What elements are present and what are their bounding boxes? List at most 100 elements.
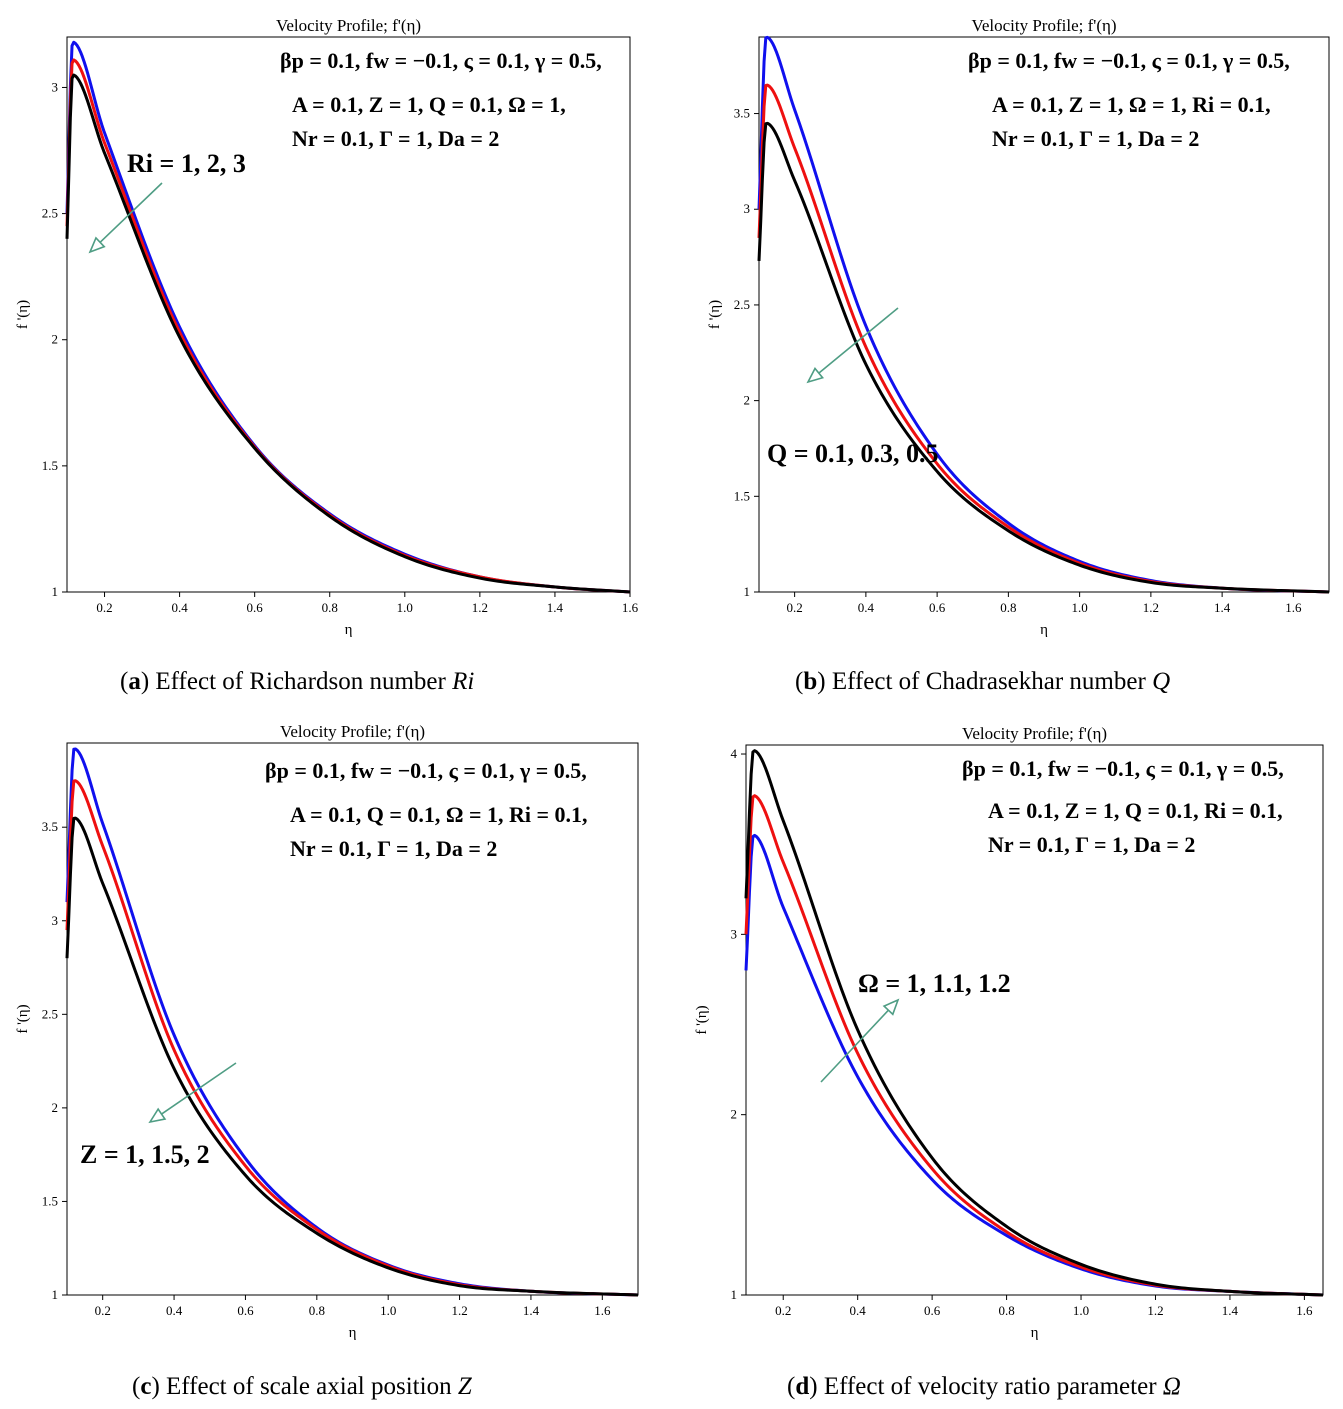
chart-title: Velocity Profile; f'(η): [962, 724, 1107, 743]
y-tick-label: 2: [744, 393, 751, 408]
varied-parameter-label: Q = 0.1, 0.3, 0.5: [767, 439, 939, 468]
caption-b-symbol: Q: [1152, 668, 1171, 695]
y-axis-label: f '(η): [15, 1004, 31, 1033]
x-axis-label: η: [1040, 622, 1048, 638]
parameter-annotation: βp = 0.1, fw = −0.1, ς = 0.1, γ = 0.5,: [265, 758, 587, 783]
parameter-annotation: A = 0.1, Z = 1, Q = 0.1, Ri = 0.1,: [988, 798, 1283, 823]
parameter-annotation: βp = 0.1, fw = −0.1, ς = 0.1, γ = 0.5,: [280, 48, 602, 73]
chart-svg: Velocity Profile; f'(η) 0.2 0.4 0.6 0.8 1.0 1.…: [707, 16, 1330, 638]
x-tick-label: 1.0: [380, 1303, 396, 1318]
parameter-annotation: Nr = 0.1, Γ = 1, Da = 2: [992, 126, 1199, 151]
chart-svg: Velocity Profile; f'(η) 0.2 0.4 0.6 0.8 1.0 1.…: [694, 724, 1324, 1341]
series-line-black: [744, 749, 1324, 1297]
plot-frame: [66, 742, 639, 1296]
y-tick-label: 3: [52, 79, 59, 94]
x-tick-label: 1.4: [1222, 1303, 1239, 1318]
x-tick-label: 1.6: [594, 1303, 611, 1318]
parameter-annotation: A = 0.1, Q = 0.1, Ω = 1, Ri = 0.1,: [290, 802, 588, 827]
x-tick-label: 1.6: [1285, 600, 1302, 615]
x-tick-label: 1.6: [1296, 1303, 1313, 1318]
caption-c-symbol: Z: [457, 1373, 472, 1400]
series-line-red: [744, 794, 1324, 1297]
x-tick-label: 1.4: [547, 600, 564, 615]
x-tick-label: 0.8: [998, 1303, 1014, 1318]
x-tick-label: 1.0: [1073, 1303, 1089, 1318]
caption-b-label: b: [803, 668, 818, 695]
x-tick-label: 1.2: [451, 1303, 467, 1318]
chart-svg: Velocity Profile; f'(η) 0.2 0.4 0.6 0.8 1.0 1.…: [15, 722, 639, 1341]
caption-c-label: c: [140, 1373, 152, 1400]
x-tick-label: 0.8: [309, 1303, 325, 1318]
y-tick-label: 1.5: [42, 1193, 58, 1208]
y-tick-label: 3: [52, 913, 59, 928]
y-tick-label: 3: [731, 926, 738, 941]
caption-c-text: Effect of scale axial position: [159, 1373, 458, 1400]
panel-a: Velocity Profile; f'(η) 0.2 0.4 0.6 0.8 1.0 1.…: [0, 0, 670, 640]
x-axis-label: η: [349, 1325, 357, 1341]
panel-c: Velocity Profile; f'(η) 0.2 0.4 0.6 0.8 1.0 1.…: [0, 703, 670, 1343]
caption-c: (c) Effect of scale axial position Z: [132, 1373, 472, 1400]
series-line-black: [65, 816, 639, 1297]
parameter-annotation: A = 0.1, Z = 1, Q = 0.1, Ω = 1,: [292, 92, 566, 117]
y-tick-label: 1.5: [42, 458, 58, 473]
y-tick-label: 1.5: [734, 488, 750, 503]
x-tick-label: 1.4: [523, 1303, 540, 1318]
varied-parameter-label: Z = 1, 1.5, 2: [80, 1140, 210, 1169]
caption-b: (b) Effect of Chadrasekhar number Q: [795, 668, 1171, 695]
x-tick-label: 1.2: [472, 600, 488, 615]
caption-a: (a) Effect of Richardson number Ri: [120, 668, 475, 695]
x-tick-label: 0.6: [924, 1303, 941, 1318]
x-tick-label: 0.4: [166, 1303, 183, 1318]
parameter-annotation: Nr = 0.1, Γ = 1, Da = 2: [292, 126, 499, 151]
y-tick-label: 1: [744, 584, 751, 599]
panel-b: Velocity Profile; f'(η) 0.2 0.4 0.6 0.8 1.0 1.…: [670, 0, 1343, 640]
caption-a-text: Effect of Richardson number: [149, 668, 453, 695]
x-tick-label: 0.4: [850, 1303, 867, 1318]
caption-d-symbol: Ω: [1162, 1373, 1181, 1400]
x-tick-label: 1.6: [622, 600, 639, 615]
x-tick-label: 0.8: [322, 600, 338, 615]
y-tick-label: 1: [52, 1287, 59, 1302]
x-axis-label: η: [345, 622, 353, 638]
x-axis-label: η: [1031, 1325, 1039, 1341]
series-line-red: [757, 83, 1330, 594]
trend-arrow-head: [806, 367, 825, 384]
y-tick-label: 1: [731, 1287, 738, 1302]
x-tick-label: 1.0: [1072, 600, 1088, 615]
parameter-annotation: Nr = 0.1, Γ = 1, Da = 2: [988, 832, 1195, 857]
chart-title: Velocity Profile; f'(η): [280, 722, 425, 741]
y-tick-label: 2: [731, 1107, 738, 1122]
x-tick-label: 0.8: [1000, 600, 1016, 615]
y-tick-label: 3: [744, 201, 751, 216]
plot-frame: [745, 744, 1324, 1296]
trend-arrow-shaft: [161, 1062, 237, 1115]
caption-d-label: d: [795, 1373, 810, 1400]
y-axis-label: f '(η): [15, 300, 31, 329]
y-axis-label: f '(η): [694, 1005, 710, 1034]
trend-arrow-head: [882, 998, 900, 1016]
trend-arrow-shaft: [818, 307, 899, 374]
x-tick-label: 1.2: [1143, 600, 1159, 615]
x-tick-label: 0.6: [929, 600, 946, 615]
y-tick-label: 2.5: [42, 206, 58, 221]
y-tick-label: 3.5: [734, 106, 750, 121]
caption-a-symbol: Ri: [452, 668, 475, 695]
parameter-annotation: βp = 0.1, fw = −0.1, ς = 0.1, γ = 0.5,: [962, 756, 1284, 781]
caption-d: (d) Effect of velocity ratio parameter Ω: [787, 1373, 1181, 1400]
x-tick-label: 0.4: [171, 600, 188, 615]
x-tick-label: 0.6: [237, 1303, 254, 1318]
y-tick-label: 2.5: [734, 297, 750, 312]
y-axis-label: f '(η): [707, 300, 723, 329]
x-tick-label: 0.4: [858, 600, 875, 615]
plot-frame: [66, 36, 631, 593]
y-tick-label: 3.5: [42, 819, 58, 834]
y-tick-label: 2: [52, 332, 59, 347]
varied-parameter-label: Ri = 1, 2, 3: [127, 149, 246, 178]
x-tick-label: 1.0: [397, 600, 413, 615]
trend-arrow-head: [148, 1107, 167, 1124]
y-tick-label: 1: [52, 584, 59, 599]
plot-frame: [758, 36, 1330, 593]
chart-title: Velocity Profile; f'(η): [971, 16, 1116, 35]
x-tick-label: 0.6: [247, 600, 264, 615]
x-tick-label: 0.2: [787, 600, 803, 615]
